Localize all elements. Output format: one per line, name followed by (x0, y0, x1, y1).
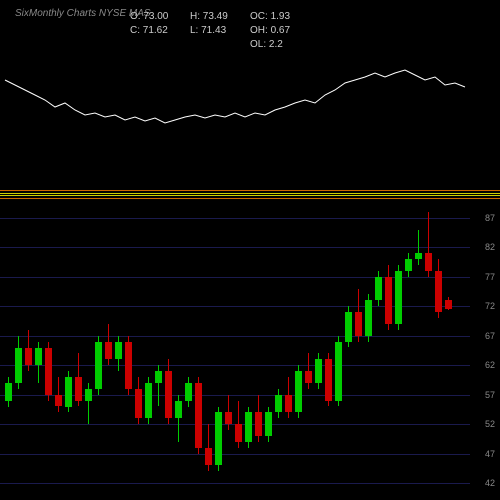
oc-label: OC: 1.93 (250, 10, 300, 24)
high-label: H: 73.49 (190, 10, 250, 24)
open-label: O: 73.00 (130, 10, 190, 24)
oh-label: OH: 0.67 (250, 24, 300, 38)
y-axis-labels: 42475257626772778287 (470, 200, 500, 495)
candlestick-chart (0, 200, 470, 495)
low-label: L: 71.43 (190, 24, 250, 38)
line-chart (0, 45, 470, 190)
separator-band (0, 190, 500, 200)
close-label: C: 71.62 (130, 24, 190, 38)
